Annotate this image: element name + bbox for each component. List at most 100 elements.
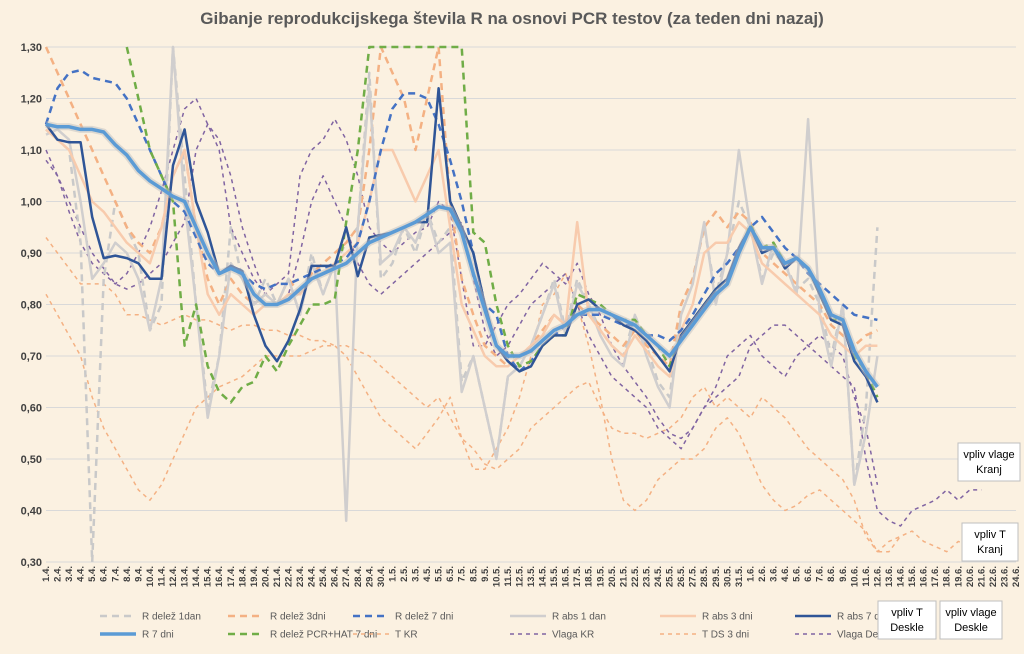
x-tick-label: 3.5.: [411, 566, 422, 582]
series-line-11: [45, 123, 879, 485]
x-tick-label: 21.5.: [618, 566, 629, 587]
x-tick-label: 8.6.: [826, 566, 837, 582]
x-tick-label: 17.5.: [572, 566, 583, 587]
y-tick-label: 0,90: [21, 248, 42, 260]
legend-label: R delež 7 dni: [395, 612, 453, 623]
x-tick-label: 25.5.: [665, 566, 676, 587]
x-tick-label: 30.5.: [722, 566, 733, 587]
x-tick-label: 13.6.: [884, 566, 895, 587]
y-tick-label: 1,00: [21, 197, 42, 209]
x-tick-label: 8.5.: [468, 566, 479, 582]
x-tick-label: 17.4.: [226, 566, 237, 587]
x-tick-label: 22.4.: [284, 566, 295, 587]
x-tick-label: 23.4.: [295, 566, 306, 587]
legend-label: Vlaga KR: [552, 630, 594, 641]
x-tick-label: 9.4.: [133, 566, 144, 582]
x-tick-label: 1.4.: [41, 566, 52, 582]
legend: R delež 1dan R delež 3dni R delež 7 dni R a…: [100, 612, 896, 641]
x-tick-label: 14.4.: [191, 566, 202, 587]
y-tick-label: 1,10: [21, 145, 42, 157]
y-axis-ticks: 0,30 0,40 0,50 0,60 0,70 0,80 0,90 1,00 1,10 1,20…: [21, 42, 42, 569]
annotations: vpliv vlage Kranj vpliv T Kranj vpliv T Deskl…: [877, 442, 1021, 640]
series-line-0: [45, 45, 879, 564]
x-tick-label: 24.4.: [307, 566, 318, 587]
x-tick-label: 6.5.: [445, 566, 456, 582]
grid: [46, 46, 1016, 563]
y-tick-label: 0,80: [21, 300, 42, 312]
x-tick-label: 27.4.: [341, 566, 352, 587]
x-tick-label: 12.4.: [168, 566, 179, 587]
x-tick-label: 26.5.: [676, 566, 687, 587]
x-tick-label: 30.4.: [376, 566, 387, 587]
x-tick-label: 5.4.: [87, 566, 98, 582]
x-tick-label: 2.4.: [53, 566, 64, 582]
annotation-box: [939, 600, 1003, 640]
series-line-8: [45, 237, 982, 553]
x-tick-label: 20.4.: [260, 566, 271, 587]
annotation-text: Kranj: [976, 464, 1002, 476]
x-tick-label: 28.5.: [699, 566, 710, 587]
x-tick-label: 9.5.: [480, 566, 491, 582]
x-tick-label: 19.5.: [595, 566, 606, 587]
y-tick-label: 1,20: [21, 94, 42, 106]
legend-label: R abs 1 dan: [552, 612, 606, 623]
x-tick-label: 11.6.: [861, 566, 872, 587]
y-tick-label: 0,60: [21, 403, 42, 415]
series-line-4: [45, 128, 878, 378]
x-tick-label: 4.4.: [76, 566, 87, 582]
x-tick-label: 8.4.: [122, 566, 133, 582]
x-tick-label: 25.4.: [318, 566, 329, 587]
x-tick-label: 6.6.: [803, 566, 814, 582]
y-tick-label: 0,50: [21, 454, 42, 466]
x-tick-label: 20.5.: [607, 566, 618, 587]
x-tick-label: 31.5.: [734, 566, 745, 587]
x-tick-label: 9.6.: [838, 566, 849, 582]
legend-label: R 7 dni: [142, 630, 174, 641]
x-tick-label: 14.6.: [896, 566, 907, 587]
legend-label: T DS 3 dni: [702, 630, 749, 641]
x-tick-label: 13.5.: [526, 566, 537, 587]
annotation-box: [957, 442, 1021, 482]
x-tick-label: 23.5.: [641, 566, 652, 587]
x-tick-label: 21.4.: [272, 566, 283, 587]
x-tick-label: 29.5.: [711, 566, 722, 587]
series-line-2: [44, 68, 878, 373]
x-tick-label: 24.6.: [1011, 566, 1022, 587]
series-line-10: [45, 272, 902, 553]
legend-label: R abs 3 dni: [702, 612, 753, 623]
x-tick-label: 12.5.: [514, 566, 525, 587]
x-tick-label: 15.6.: [907, 566, 918, 587]
x-tick-label: 11.5.: [503, 566, 514, 587]
y-tick-label: 0,30: [21, 557, 42, 569]
chart-title: Gibanje reprodukcijskega števila R na os…: [200, 9, 824, 28]
x-tick-label: 6.4.: [99, 566, 110, 582]
legend-label: R delež 3dni: [270, 612, 326, 623]
annotation-box: [877, 600, 937, 640]
legend-label: Vlaga Deskle: [837, 630, 896, 641]
x-tick-label: 15.5.: [549, 566, 560, 587]
x-tick-label: 2.5.: [399, 566, 410, 582]
x-tick-label: 3.6.: [769, 566, 780, 582]
x-tick-label: 22.5.: [630, 566, 641, 587]
x-tick-label: 12.6.: [872, 566, 883, 587]
x-tick-label: 18.4.: [237, 566, 248, 587]
annotation-text: vpliv vlage: [945, 607, 996, 619]
annotation-text: Deskle: [954, 622, 988, 634]
x-tick-label: 16.4.: [214, 566, 225, 587]
x-tick-label: 29.4.: [364, 566, 375, 587]
x-tick-label: 3.4.: [64, 566, 75, 582]
x-tick-label: 13.4.: [180, 566, 191, 587]
y-tick-label: 1,30: [21, 42, 42, 54]
legend-label: R delež 1dan: [142, 612, 201, 623]
x-tick-label: 7.4.: [110, 566, 121, 582]
x-tick-label: 19.6.: [953, 566, 964, 587]
x-tick-label: 10.6.: [849, 566, 860, 587]
x-tick-label: 22.6.: [988, 566, 999, 587]
y-tick-label: 0,70: [21, 351, 42, 363]
x-tick-label: 7.5.: [457, 566, 468, 582]
annotation-text: Deskle: [890, 622, 924, 634]
annotation-text: vpliv vlage: [963, 449, 1014, 461]
x-tick-label: 16.5.: [561, 566, 572, 587]
